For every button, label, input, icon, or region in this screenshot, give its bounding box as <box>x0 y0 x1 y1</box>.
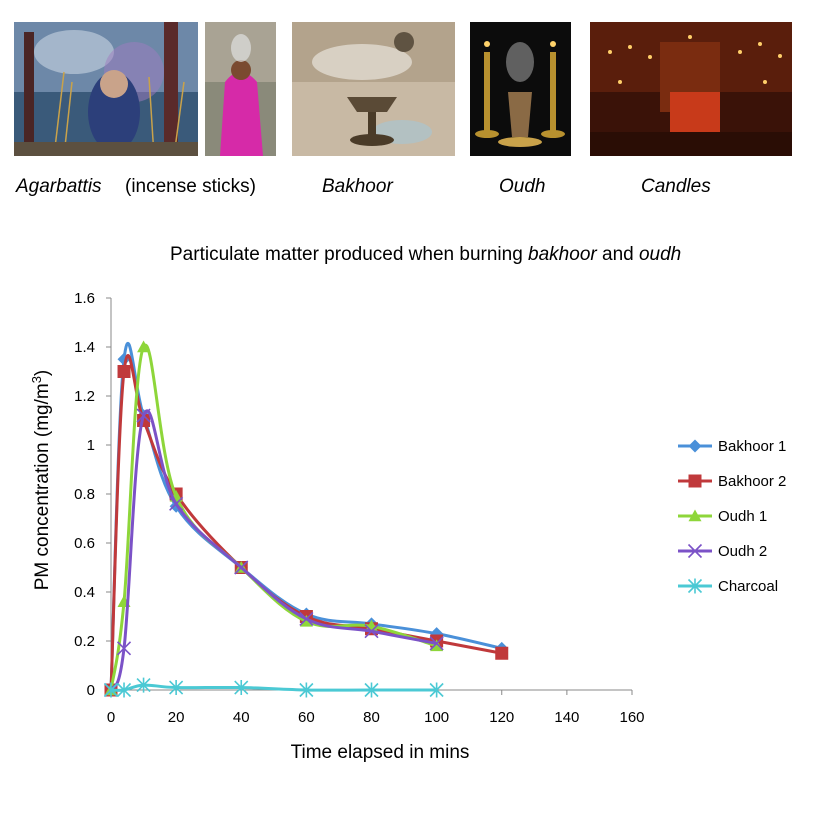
agarbattis-photo <box>14 22 198 156</box>
caption-oudh: Oudh <box>499 176 546 197</box>
x-tick-label: 160 <box>619 709 644 726</box>
y-tick-label: 1.2 <box>74 388 95 405</box>
legend-item: Oudh 1 <box>678 508 767 525</box>
legend-swatch-marker <box>688 439 702 453</box>
data-point <box>136 408 151 423</box>
legend-swatch-marker <box>687 543 703 559</box>
chart-legend: Bakhoor 1 Bakhoor 2 Oudh 1 Oudh 2 Charcoal <box>678 438 786 595</box>
y-axis-label: PM concentration (mg/m3) <box>29 370 54 591</box>
legend-swatch-marker <box>687 578 703 594</box>
y-axis-label-end: ) <box>32 370 53 376</box>
series-bakhoor-2 <box>104 354 509 697</box>
y-tick-label: 1.4 <box>74 339 95 356</box>
x-tick-label: 80 <box>363 709 380 726</box>
data-point <box>234 560 249 575</box>
chart-title: Particulate matter produced when burning… <box>170 244 681 266</box>
y-tick-label: 1 <box>87 437 95 454</box>
legend-item: Bakhoor 1 <box>678 438 786 455</box>
chart-title-term-bakhoor: bakhoor <box>528 244 597 265</box>
data-point <box>137 340 151 353</box>
series-charcoal <box>103 677 444 698</box>
legend-item: Charcoal <box>678 578 778 595</box>
chart-title-prefix: Particulate matter produced when burning <box>170 244 529 265</box>
chart-series <box>103 340 509 698</box>
data-point <box>364 682 379 698</box>
y-axis-label-sup: 3 <box>29 376 44 383</box>
x-tick-label: 0 <box>107 709 115 726</box>
data-point <box>429 682 444 698</box>
chart-title-term-oudh: oudh <box>638 244 682 265</box>
data-point <box>430 639 444 652</box>
bakhoor-photo <box>292 22 455 156</box>
legend-label: Bakhoor 2 <box>718 473 786 490</box>
y-tick-label: 1.6 <box>74 290 95 307</box>
x-axis-ticks: 0 20 40 60 80 100 120 140 160 <box>107 690 645 726</box>
data-point <box>103 682 119 698</box>
legend-label: Oudh 2 <box>718 543 767 560</box>
data-point <box>234 680 249 696</box>
caption-candles: Candles <box>641 176 711 197</box>
legend-item: Bakhoor 2 <box>678 473 786 490</box>
series-line <box>109 354 503 691</box>
series-line <box>110 683 437 692</box>
x-tick-label: 120 <box>489 709 514 726</box>
data-point <box>364 624 379 639</box>
candles-photo <box>590 22 792 156</box>
y-axis-ticks: 0 0.2 0.4 0.6 0.8 1 1.2 1.4 1.6 <box>74 290 111 699</box>
series-line <box>109 343 438 691</box>
data-point <box>116 641 132 656</box>
data-point <box>169 496 184 511</box>
data-point <box>117 365 131 378</box>
data-point <box>169 680 184 696</box>
x-axis-label: Time elapsed in mins <box>291 742 470 763</box>
data-point <box>495 646 509 660</box>
caption-agarbattis: Agarbattis <box>16 176 102 197</box>
legend-label: Oudh 1 <box>718 508 767 525</box>
data-point <box>116 682 132 698</box>
x-tick-label: 100 <box>424 709 449 726</box>
legend-swatch-marker <box>688 509 702 522</box>
x-tick-label: 20 <box>168 709 185 726</box>
x-tick-label: 40 <box>233 709 250 726</box>
y-tick-label: 0.4 <box>74 584 95 601</box>
data-point <box>136 677 151 693</box>
series-line <box>109 409 437 691</box>
y-axis-label-main: PM concentration (mg/m <box>32 383 53 590</box>
legend-swatch-marker <box>688 474 702 488</box>
series-oudh-1 <box>104 340 444 696</box>
caption-bakhoor: Bakhoor <box>322 176 393 197</box>
caption-incense-sticks: (incense sticks) <box>125 176 256 197</box>
y-tick-label: 0.2 <box>74 633 95 650</box>
y-tick-label: 0.8 <box>74 486 95 503</box>
y-tick-label: 0 <box>87 682 95 699</box>
oudh-photo <box>470 22 571 156</box>
data-point <box>429 636 444 651</box>
chart-title-middle: and <box>596 244 639 265</box>
y-tick-label: 0.6 <box>74 535 95 552</box>
incense-woman-photo <box>205 22 276 156</box>
legend-label: Bakhoor 1 <box>718 438 786 455</box>
legend-item: Oudh 2 <box>678 543 767 560</box>
data-point <box>299 614 313 627</box>
x-tick-label: 140 <box>554 709 579 726</box>
legend-label: Charcoal <box>718 578 778 595</box>
data-point <box>299 611 314 627</box>
x-tick-label: 60 <box>298 709 315 726</box>
data-point <box>299 682 314 698</box>
